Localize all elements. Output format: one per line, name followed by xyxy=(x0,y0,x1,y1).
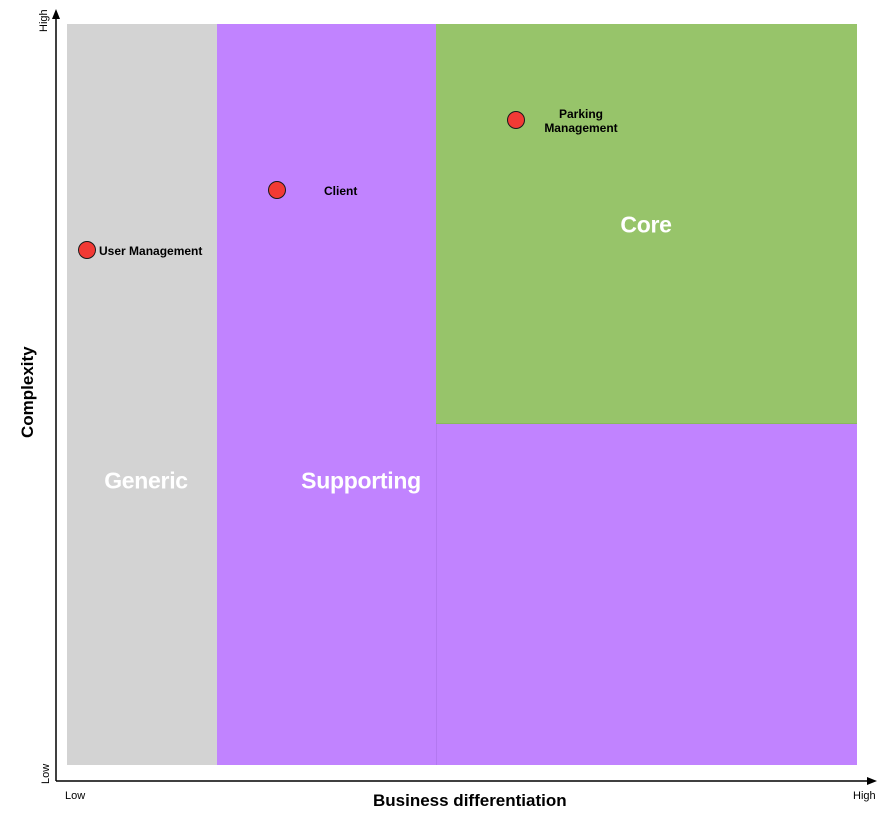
core-zone-label: Core xyxy=(620,211,672,238)
user-management-label: User Management xyxy=(99,244,203,258)
x-axis-arrow-icon xyxy=(867,777,877,785)
core-zone xyxy=(436,24,857,424)
x-axis-high-label: High xyxy=(853,790,876,802)
generic-zone-label: Generic xyxy=(104,467,188,494)
y-axis-arrow-icon xyxy=(52,9,60,19)
parking-management-marker[interactable] xyxy=(507,111,525,129)
user-management-marker[interactable] xyxy=(78,241,96,259)
client-marker[interactable] xyxy=(268,181,286,199)
client-label: Client xyxy=(324,184,358,198)
generic-zone xyxy=(67,24,217,765)
y-axis-low-label: Low xyxy=(40,763,52,784)
supporting-zone xyxy=(217,24,436,765)
supporting-zone-label: Supporting xyxy=(301,467,421,494)
parking-management-label-line1: Parking xyxy=(558,107,603,121)
y-axis-high-label: High xyxy=(38,9,50,32)
y-axis-title: Complexity xyxy=(18,346,37,438)
parking-management-label-line2: Management xyxy=(544,121,618,135)
supporting-zone-lower-right xyxy=(436,424,857,765)
parking-management-label: Parking Management xyxy=(544,107,618,135)
x-axis-low-label: Low xyxy=(65,790,86,802)
x-axis-title: Business differentiation xyxy=(373,791,567,810)
